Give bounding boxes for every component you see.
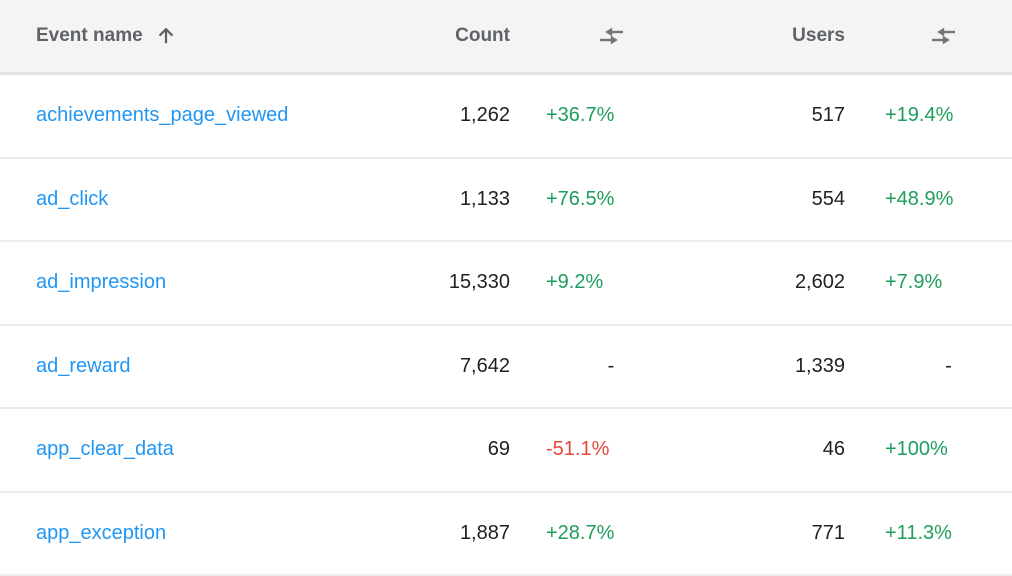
event-name-header-label: Event name: [36, 24, 143, 46]
table-header-row: Event name Count Users: [0, 0, 1012, 75]
column-header-count-change[interactable]: [510, 25, 676, 47]
table-row: app_exception 1,887 +28.7% 771 +11.3%: [0, 492, 1012, 576]
count-change-value: -: [607, 354, 615, 377]
users-change-value: -: [945, 354, 952, 377]
event-name-link[interactable]: app_exception: [36, 521, 167, 544]
users-value: 517: [811, 104, 845, 127]
users-change-value: +7.9%: [885, 271, 943, 294]
event-name-link[interactable]: achievements_page_viewed: [36, 104, 289, 127]
count-change-value: +76.5%: [546, 187, 615, 210]
users-value: 2,602: [794, 271, 845, 294]
users-value: 46: [822, 438, 845, 461]
column-header-users[interactable]: Users: [676, 25, 845, 47]
count-value: 15,330: [448, 271, 510, 294]
table-row: ad_impression 15,330 +9.2% 2,602 +7.9%: [0, 242, 1012, 326]
table-body: achievements_page_viewed 1,262 +36.7% 51…: [0, 75, 1012, 576]
compare-arrows-icon: [932, 27, 955, 45]
column-header-users-change[interactable]: [845, 25, 1012, 47]
event-name-link[interactable]: ad_reward: [36, 354, 131, 377]
table-row: app_clear_data 69 -51.1% 46 +100%: [0, 409, 1012, 493]
count-value: 7,642: [459, 354, 510, 377]
table-row: achievements_page_viewed 1,262 +36.7% 51…: [0, 75, 1012, 159]
count-change-value: +28.7%: [546, 521, 615, 544]
users-change-value: +100%: [885, 438, 948, 461]
count-value: 1,262: [459, 104, 510, 127]
event-name-link[interactable]: ad_impression: [36, 271, 167, 294]
count-change-value: +9.2%: [546, 271, 604, 294]
compare-arrows-icon: [600, 27, 623, 45]
count-change-value: +36.7%: [546, 104, 615, 127]
users-change-value: +48.9%: [885, 187, 954, 210]
users-value: 771: [811, 521, 845, 544]
table-row: ad_click 1,133 +76.5% 554 +48.9%: [0, 158, 1012, 242]
count-value: 1,887: [459, 521, 510, 544]
column-header-count[interactable]: Count: [360, 25, 510, 47]
users-change-value: +11.3%: [885, 521, 952, 544]
arrow-upward-icon: [158, 27, 174, 44]
count-value: 69: [487, 438, 510, 461]
table-row: ad_reward 7,642 - 1,339 -: [0, 325, 1012, 409]
column-header-event-name[interactable]: Event name: [0, 25, 360, 47]
count-value: 1,133: [459, 187, 510, 210]
users-value: 1,339: [794, 354, 845, 377]
event-name-link[interactable]: ad_click: [36, 187, 109, 210]
users-change-value: +19.4%: [885, 104, 954, 127]
users-value: 554: [811, 187, 845, 210]
count-change-value: -51.1%: [546, 438, 610, 461]
count-header-label: Count: [455, 24, 510, 46]
users-header-label: Users: [792, 24, 845, 46]
event-name-link[interactable]: app_clear_data: [36, 438, 174, 461]
